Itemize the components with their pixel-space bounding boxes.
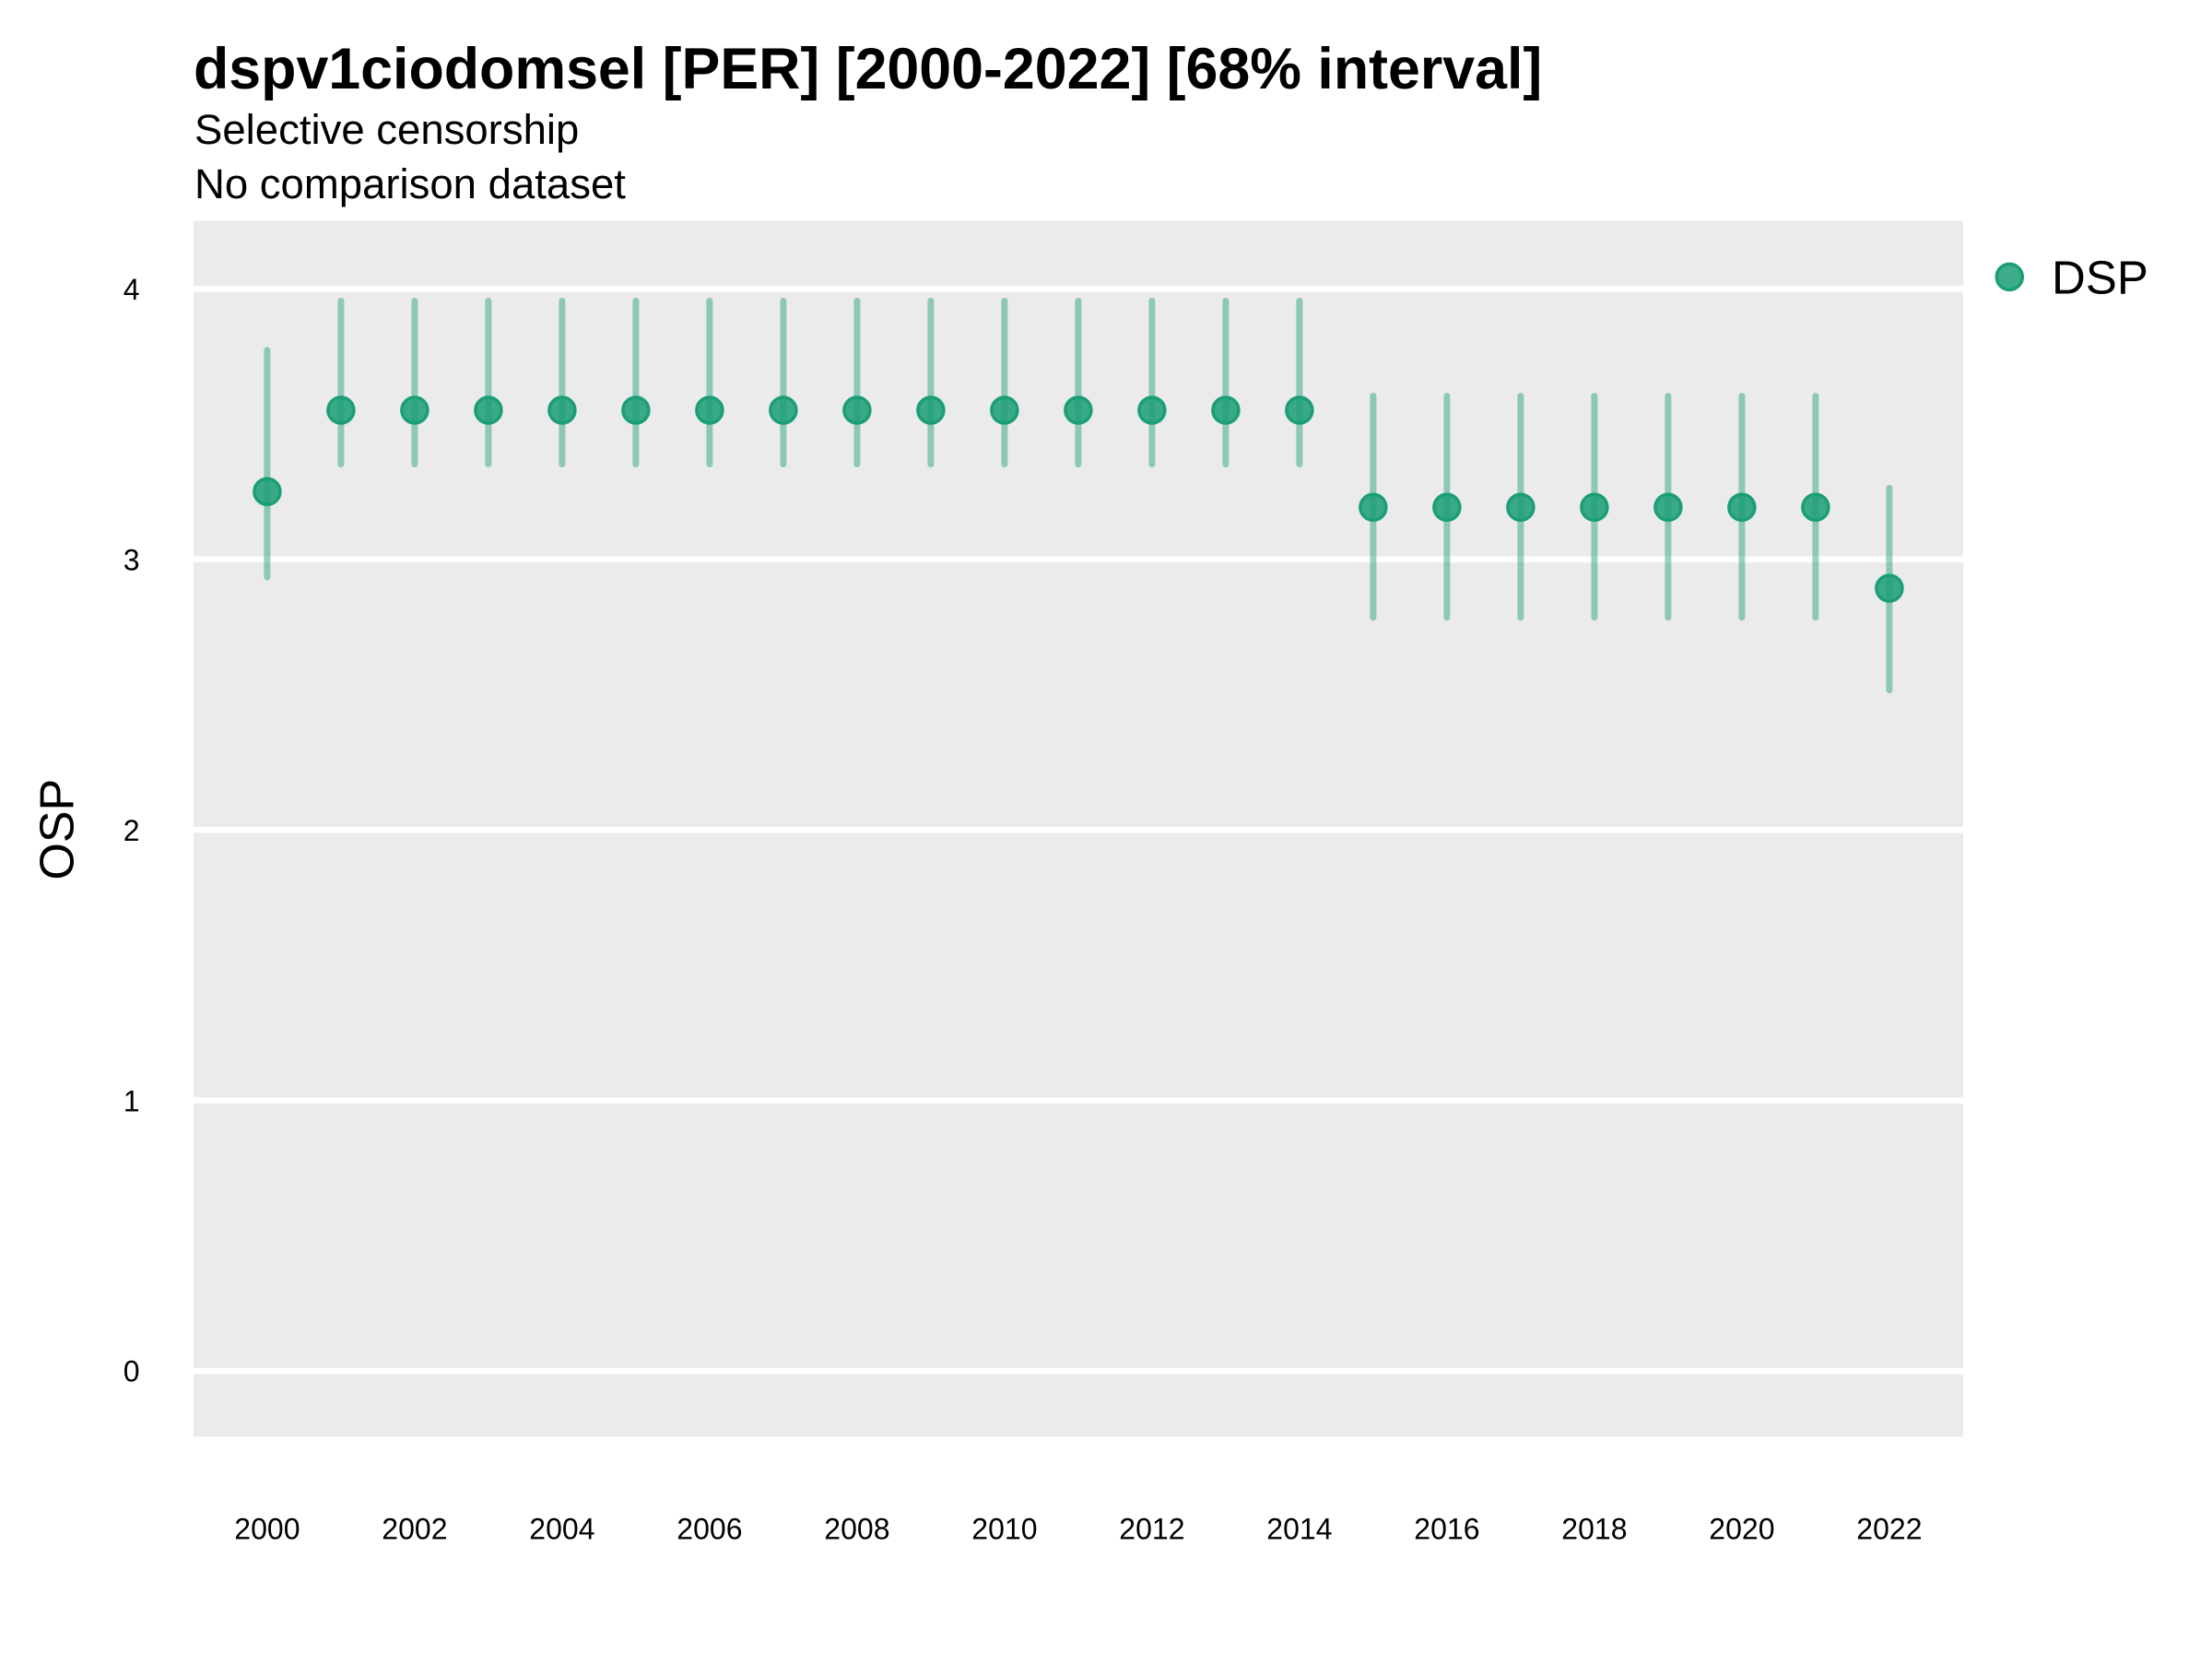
svg-text:2016: 2016 (1414, 1512, 1479, 1545)
svg-text:2020: 2020 (1709, 1512, 1774, 1545)
svg-text:2022: 2022 (1856, 1512, 1922, 1545)
svg-text:No comparison dataset: No comparison dataset (194, 160, 626, 207)
svg-text:2006: 2006 (677, 1512, 742, 1545)
svg-text:Selective censorship: Selective censorship (194, 106, 579, 153)
svg-text:dspv1ciodomsel [PER] [2000-202: dspv1ciodomsel [PER] [2000-2022] [68% in… (194, 37, 1542, 101)
svg-text:2010: 2010 (971, 1512, 1037, 1545)
svg-text:4: 4 (124, 273, 140, 306)
svg-text:DSP: DSP (2052, 251, 2148, 303)
svg-text:0: 0 (124, 1355, 140, 1388)
svg-text:2014: 2014 (1266, 1512, 1332, 1545)
svg-text:2018: 2018 (1561, 1512, 1627, 1545)
svg-text:2008: 2008 (824, 1512, 889, 1545)
svg-text:3: 3 (124, 543, 140, 576)
svg-text:1: 1 (124, 1084, 140, 1117)
svg-text:2: 2 (124, 814, 140, 847)
svg-text:OSP: OSP (31, 779, 85, 880)
svg-text:2004: 2004 (529, 1512, 594, 1545)
svg-text:2012: 2012 (1119, 1512, 1184, 1545)
svg-text:2002: 2002 (382, 1512, 447, 1545)
svg-text:2000: 2000 (234, 1512, 300, 1545)
